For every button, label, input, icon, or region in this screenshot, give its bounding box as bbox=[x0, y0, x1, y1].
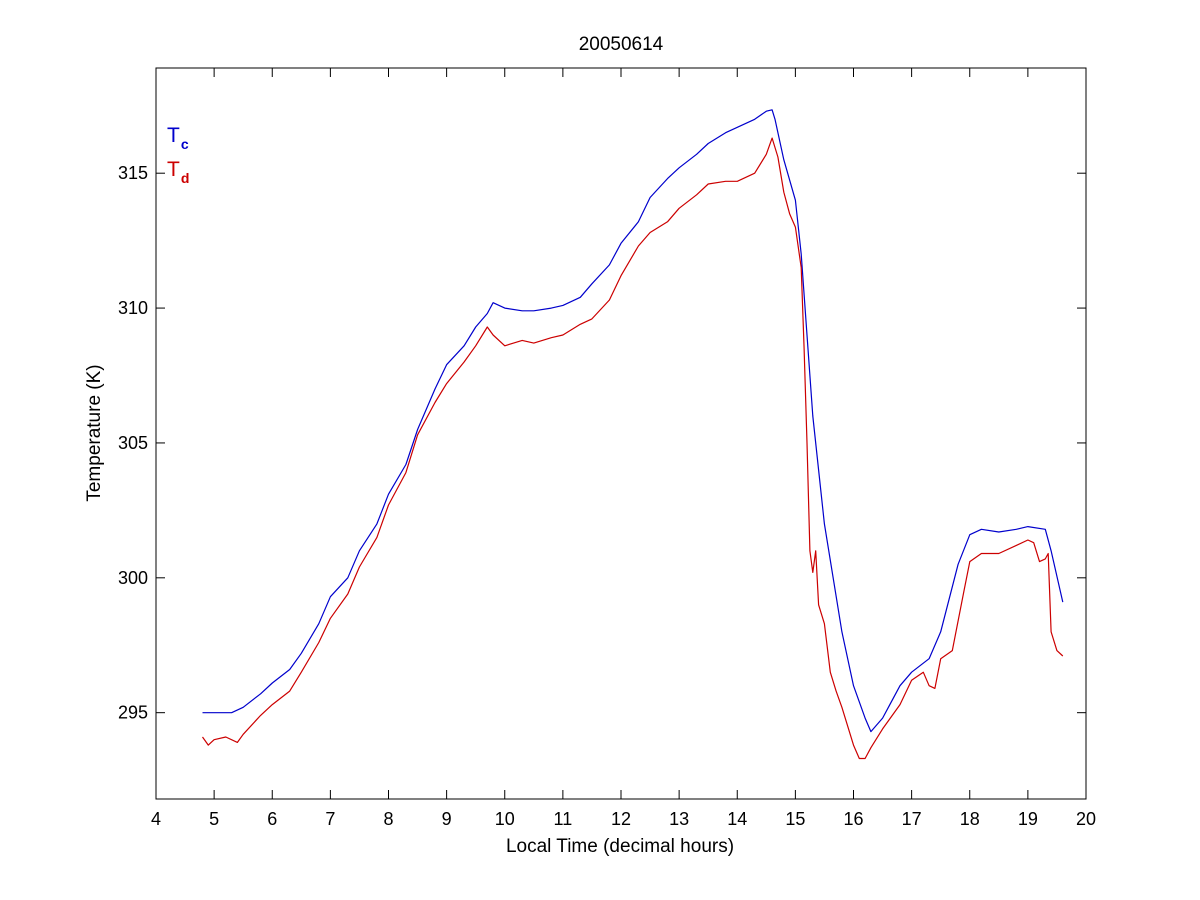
x-tick-label: 12 bbox=[611, 809, 631, 829]
x-tick-label: 20 bbox=[1076, 809, 1096, 829]
y-tick-label: 315 bbox=[118, 163, 148, 183]
x-tick-label: 11 bbox=[554, 809, 573, 829]
x-tick-label: 18 bbox=[960, 809, 980, 829]
y-tick-label: 300 bbox=[118, 568, 148, 588]
legend: Tc Td bbox=[167, 124, 189, 186]
x-tick-label: 10 bbox=[495, 809, 515, 829]
ticks-layer: 4 5 6 7 8 9 10 11 12 13 14 15 16 17 18 19 20 295 300 305 310… bbox=[118, 68, 1096, 829]
x-axis-title: Local Time (decimal hours) bbox=[506, 836, 734, 857]
x-tick-label: 16 bbox=[843, 809, 863, 829]
x-tick-label: 4 bbox=[151, 809, 161, 829]
legend-entry-td: Td bbox=[167, 158, 189, 186]
x-tick-label: 19 bbox=[1018, 809, 1038, 829]
y-axis-title: Temperature (K) bbox=[84, 364, 105, 501]
series-line-td bbox=[202, 137, 1064, 760]
x-tick-label: 14 bbox=[727, 809, 747, 829]
x-tick-label: 13 bbox=[669, 809, 689, 829]
y-tick-label: 310 bbox=[118, 298, 148, 318]
legend-entry-tc: Tc bbox=[167, 124, 189, 152]
series-layer bbox=[202, 109, 1064, 760]
chart-title: 20050614 bbox=[579, 34, 664, 55]
x-tick-label: 7 bbox=[325, 809, 335, 829]
x-tick-label: 5 bbox=[209, 809, 219, 829]
x-tick-label: 15 bbox=[785, 809, 805, 829]
x-tick-label: 17 bbox=[902, 809, 922, 829]
series-line-tc bbox=[202, 109, 1064, 733]
x-tick-label: 8 bbox=[383, 809, 393, 829]
y-tick-label: 305 bbox=[118, 433, 148, 453]
x-tick-label: 6 bbox=[267, 809, 277, 829]
y-tick-label: 295 bbox=[118, 703, 148, 723]
x-tick-label: 9 bbox=[442, 809, 452, 829]
